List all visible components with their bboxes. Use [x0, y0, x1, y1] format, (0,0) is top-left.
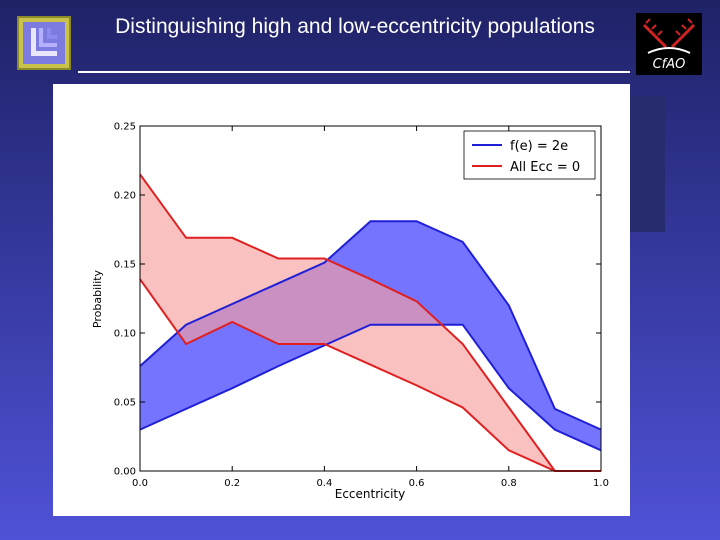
side-panel [630, 96, 665, 232]
plot-area-border [139, 125, 602, 472]
cfao-logo-text: CfAO [653, 57, 686, 72]
x-axis-label: Eccentricity [335, 487, 405, 501]
legend-box [463, 130, 596, 180]
series-band-f-e-2e [140, 221, 601, 451]
legend-label-f-e-2e: f(e) = 2e [510, 139, 568, 154]
chart-panel: 0.0 0.2 0.4 0.6 0.8 1.0 0.00 0.05 0.10 0.15 0.20 0… [53, 84, 630, 516]
x-tick-label: 0.2 [224, 478, 240, 489]
y-tick-label: 0.25 [114, 122, 136, 133]
series-band-all-ecc-0 [140, 174, 601, 472]
title-divider [78, 71, 630, 73]
x-tick-label: 0.8 [501, 478, 517, 489]
legend-label-all-ecc-0: All Ecc = 0 [510, 160, 580, 175]
y-tick-label: 0.10 [114, 329, 136, 340]
series-upper-line-f-e-2e [139, 220, 602, 431]
llnl-logo-icon [17, 16, 71, 70]
cfao-logo-graphic: CfAO [642, 18, 696, 72]
y-tick-label: 0.15 [114, 260, 136, 271]
legend: f(e) = 2e All Ecc = 0 [463, 130, 596, 180]
x-tick-label: 0.0 [132, 478, 148, 489]
x-tick-label: 0.4 [316, 478, 332, 489]
y-axis-label: Probability [91, 269, 104, 328]
y-tick-label: 0.05 [114, 398, 136, 409]
llnl-logo-graphic [23, 22, 65, 64]
series-lower-line-f-e-2e [139, 323, 602, 452]
slide-title: Distinguishing high and low-eccentricity… [115, 15, 595, 38]
cfao-logo-icon: CfAO [636, 13, 702, 75]
y-tick-label: 0.20 [114, 191, 136, 202]
series-upper-line-all-ecc-0 [139, 173, 601, 472]
series-lower-line-all-ecc-0 [139, 278, 601, 472]
x-tick-label: 0.6 [409, 478, 425, 489]
eccentricity-chart: 0.0 0.2 0.4 0.6 0.8 1.0 0.00 0.05 0.10 0.15 0.20 0… [91, 122, 609, 502]
y-tick-label: 0.00 [114, 467, 136, 478]
x-tick-label: 1.0 [593, 478, 609, 489]
